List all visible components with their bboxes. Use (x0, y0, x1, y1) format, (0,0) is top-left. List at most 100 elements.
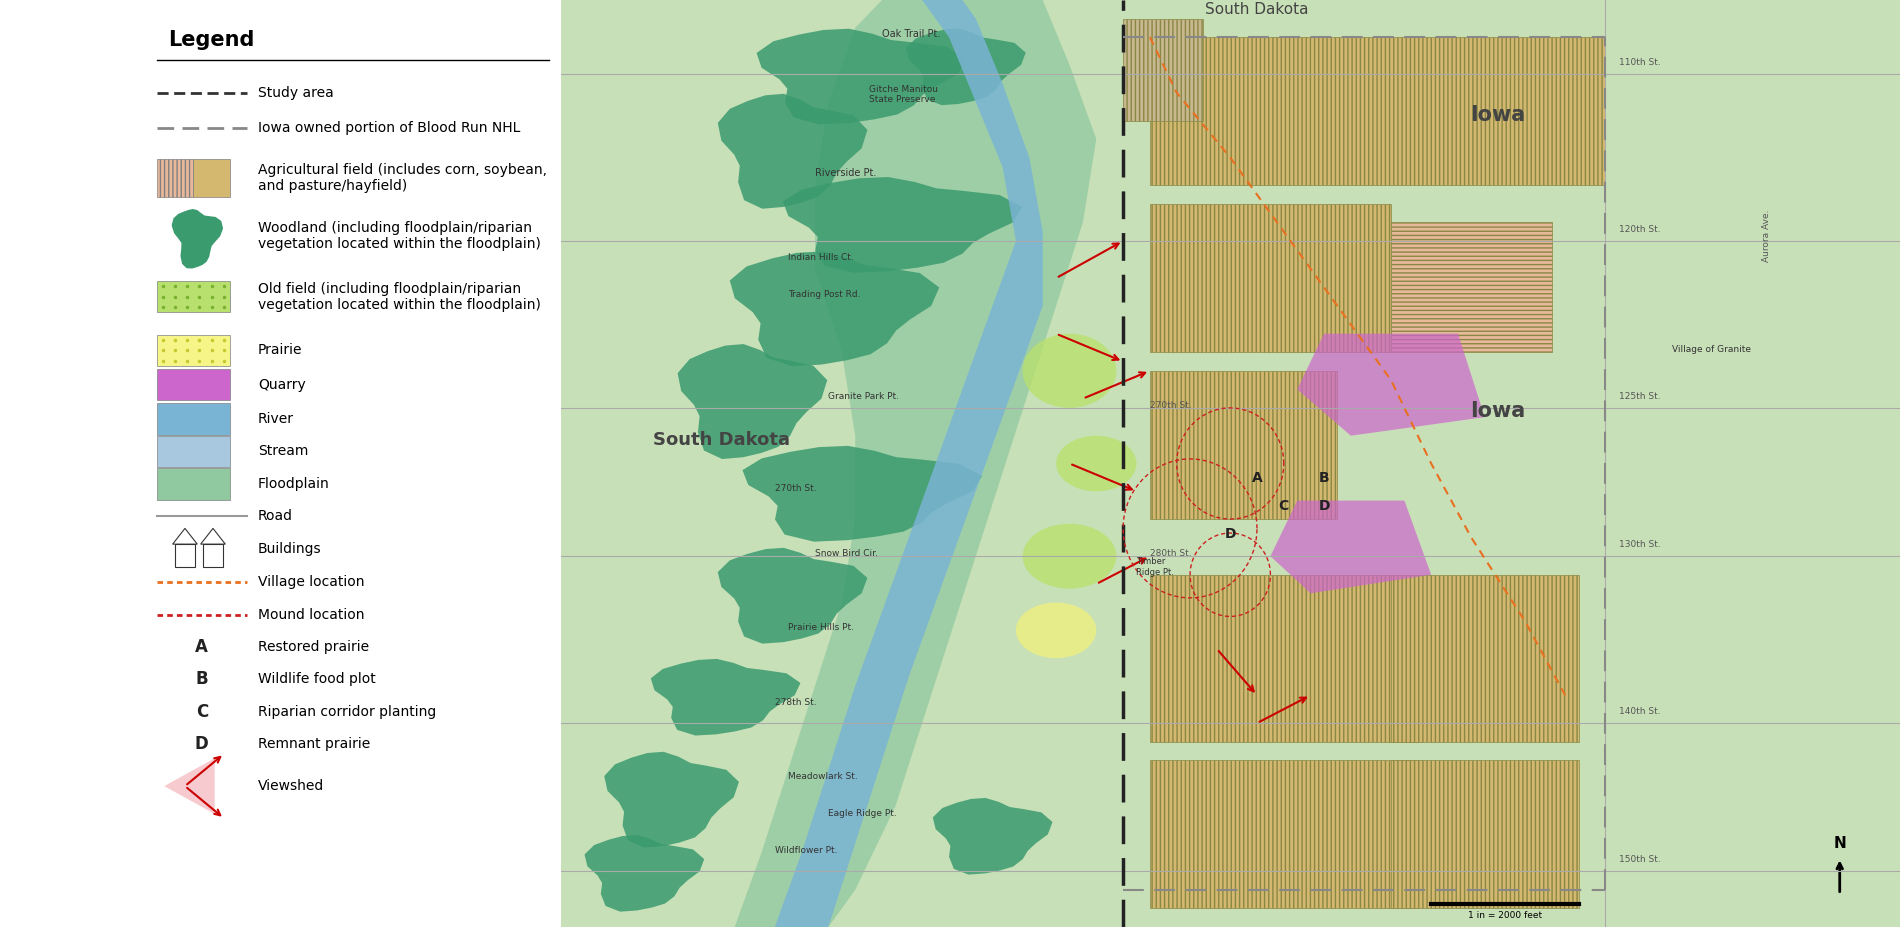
Text: Iowa: Iowa (1471, 401, 1526, 421)
Bar (203, 544, 222, 567)
Polygon shape (604, 752, 739, 847)
Bar (158, 468, 230, 500)
Bar (1150, 760, 1417, 908)
Polygon shape (783, 177, 1022, 273)
Text: Wildlife food plot: Wildlife food plot (258, 672, 376, 687)
Text: Stream: Stream (258, 444, 308, 459)
Text: Meadowlark St.: Meadowlark St. (788, 771, 859, 781)
Text: Village of Granite: Village of Granite (1672, 345, 1752, 354)
Text: C: C (196, 703, 207, 721)
Bar (1391, 760, 1579, 908)
Polygon shape (585, 835, 705, 911)
Text: Woodland (including floodplain/riparian
vegetation located within the floodplain: Woodland (including floodplain/riparian … (258, 222, 542, 251)
Polygon shape (775, 0, 1043, 927)
Bar (1150, 575, 1417, 742)
Polygon shape (1271, 501, 1431, 593)
Bar (158, 335, 230, 366)
Text: Trading Post Rd.: Trading Post Rd. (788, 289, 861, 298)
Text: Iowa owned portion of Blood Run NHL: Iowa owned portion of Blood Run NHL (258, 121, 521, 135)
Polygon shape (735, 0, 1096, 927)
Text: Wildflower Pt.: Wildflower Pt. (775, 845, 838, 855)
Text: Legend: Legend (167, 30, 255, 50)
Text: Remnant prairie: Remnant prairie (258, 737, 370, 752)
Text: Quarry: Quarry (258, 377, 306, 392)
Bar (1150, 371, 1338, 519)
Text: 1 in = 2000 feet: 1 in = 2000 feet (1469, 910, 1543, 920)
Text: A: A (1252, 471, 1262, 485)
Bar (1391, 222, 1552, 352)
Text: South Dakota: South Dakota (1205, 2, 1309, 17)
Bar (1150, 204, 1391, 352)
Text: 140th St.: 140th St. (1619, 706, 1661, 716)
Bar (1150, 37, 1417, 185)
Text: Buildings: Buildings (258, 541, 321, 556)
Bar (1391, 575, 1579, 742)
Text: D: D (196, 735, 209, 754)
Text: 270th St.: 270th St. (775, 484, 817, 493)
Text: D: D (1319, 499, 1330, 513)
Text: Granite Park Pt.: Granite Park Pt. (828, 391, 899, 400)
Text: 280th St.: 280th St. (1150, 549, 1191, 558)
Text: C: C (1279, 499, 1288, 513)
Polygon shape (678, 344, 826, 459)
Text: 278th St.: 278th St. (775, 697, 817, 706)
Text: Mound location: Mound location (258, 607, 365, 622)
Text: 130th St.: 130th St. (1619, 540, 1661, 549)
Polygon shape (743, 446, 982, 541)
Text: N: N (1834, 836, 1847, 851)
Text: Riverside Pt.: Riverside Pt. (815, 168, 876, 178)
Polygon shape (1298, 334, 1484, 436)
Text: Village location: Village location (258, 575, 365, 590)
Text: Agricultural field (includes corn, soybean,
and pasture/hayfield): Agricultural field (includes corn, soybe… (258, 163, 547, 193)
Text: Floodplain: Floodplain (258, 476, 329, 491)
Bar (158, 403, 230, 435)
Text: Timber
Ridge Pt.: Timber Ridge Pt. (1136, 557, 1174, 577)
Text: Prairie: Prairie (258, 343, 302, 358)
Text: D: D (1224, 527, 1237, 540)
Text: 270th St.: 270th St. (1150, 400, 1191, 410)
Text: Indian Hills Ct.: Indian Hills Ct. (788, 252, 853, 261)
Text: B: B (196, 670, 209, 689)
Polygon shape (171, 209, 222, 269)
Polygon shape (756, 29, 965, 124)
Text: Eagle Ridge Pt.: Eagle Ridge Pt. (828, 808, 897, 818)
Polygon shape (718, 94, 868, 209)
Bar (194, 159, 230, 197)
Bar (1123, 19, 1203, 121)
Text: Old field (including floodplain/riparian
vegetation located within the floodplai: Old field (including floodplain/riparian… (258, 282, 542, 311)
Text: B: B (1319, 471, 1330, 485)
Ellipse shape (1017, 603, 1096, 658)
Text: Riparian corridor planting: Riparian corridor planting (258, 705, 437, 719)
Text: 150th St.: 150th St. (1619, 855, 1661, 864)
Text: Gitche Manitou
State Preserve: Gitche Manitou State Preserve (868, 84, 937, 104)
Bar (175, 544, 196, 567)
Bar (158, 436, 230, 467)
Ellipse shape (1022, 524, 1117, 589)
Text: River: River (258, 412, 294, 426)
Text: Prairie Hills Pt.: Prairie Hills Pt. (788, 623, 855, 632)
Text: Road: Road (258, 509, 293, 524)
Text: 120th St.: 120th St. (1619, 224, 1661, 234)
Text: Study area: Study area (258, 85, 334, 100)
Polygon shape (163, 758, 215, 814)
Text: Oak Trail Pt.: Oak Trail Pt. (882, 29, 940, 39)
Ellipse shape (1022, 334, 1117, 408)
Text: A: A (196, 638, 209, 656)
Text: 125th St.: 125th St. (1619, 391, 1661, 400)
Polygon shape (718, 548, 868, 643)
Polygon shape (652, 659, 800, 735)
Text: Restored prairie: Restored prairie (258, 640, 369, 654)
Polygon shape (730, 251, 939, 366)
Ellipse shape (1056, 436, 1136, 491)
Bar (158, 159, 194, 197)
Bar (1417, 37, 1606, 185)
Polygon shape (906, 29, 1026, 105)
Bar (158, 369, 230, 400)
Text: Snow Bird Cir.: Snow Bird Cir. (815, 549, 878, 558)
Text: 110th St.: 110th St. (1619, 57, 1661, 67)
Text: South Dakota: South Dakota (654, 431, 790, 449)
Text: Iowa: Iowa (1471, 105, 1526, 124)
Text: Aurora Ave.: Aurora Ave. (1761, 210, 1771, 261)
Bar (158, 281, 230, 312)
Polygon shape (933, 798, 1053, 874)
